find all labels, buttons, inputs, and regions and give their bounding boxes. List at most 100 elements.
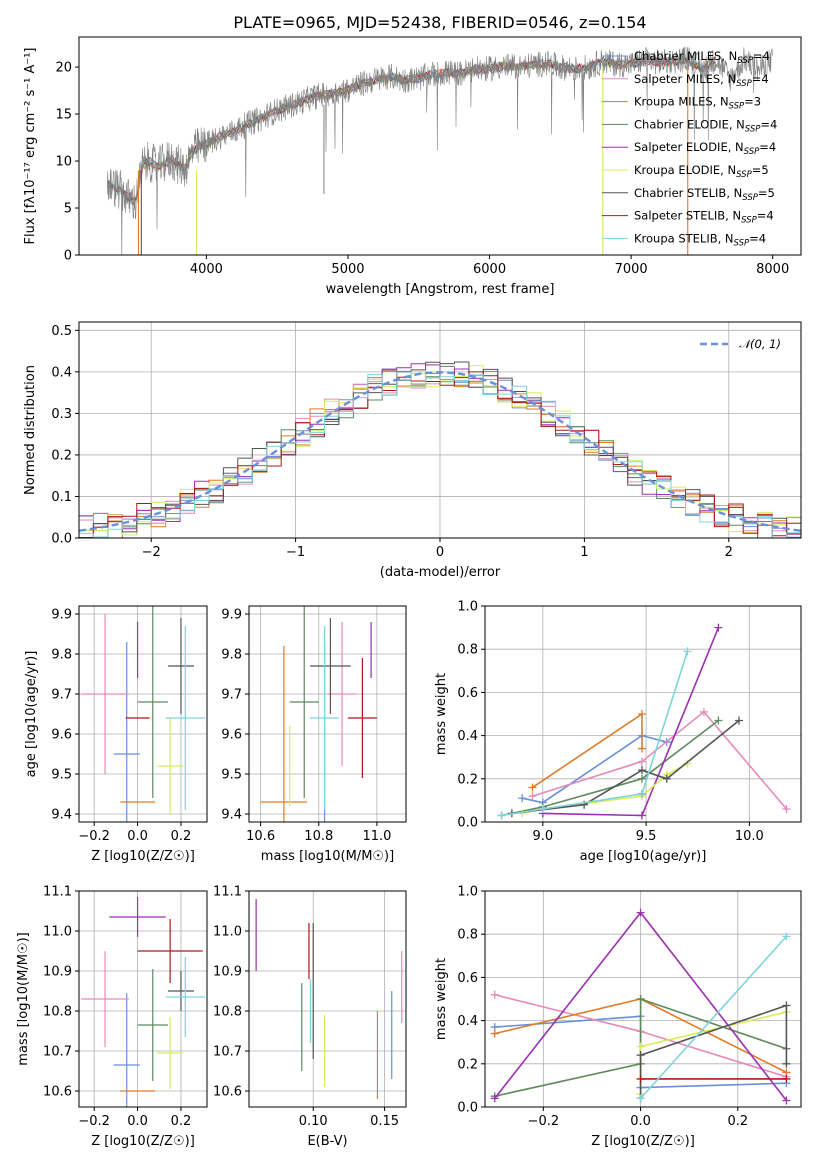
- spectrum-legend: Chabrier MILES, NSSP=4 Salpeter MILES, NS…: [602, 49, 777, 248]
- y-tick-label: 9.7: [221, 688, 242, 703]
- y-tick-label: 10.8: [213, 1005, 242, 1020]
- axes-frame: [248, 605, 407, 823]
- mass-weight-marker: [528, 783, 537, 792]
- axes-decoration: 4000 5000 6000 7000 8000 0 5 10 15 20 wavelength […: [23, 36, 802, 297]
- mass-weight-marker: [637, 744, 646, 753]
- y-tick-label: 10.9: [213, 965, 242, 980]
- normal-reference-curve: [79, 371, 801, 532]
- x-tick-label: 0.2: [171, 829, 192, 844]
- legend-entry-label: Kroupa ELODIE, NSSP=5: [634, 163, 769, 180]
- x-tick-label: −1: [286, 545, 305, 560]
- axes-decoration: −0.2 0.0 0.2 9.4 9.5 9.6 9.7 9.8 9.9 Z [log10(Z/Z…: [24, 605, 208, 864]
- mass-weight-marker: [518, 794, 527, 803]
- mass-weight-vs-metallicity-panel: −0.2 0.0 0.2 0.0 0.2 0.4 0.6 0.8 1.0 Z [log10(Z/Z…: [434, 885, 802, 1149]
- y-axis-label: Flux [fλ10⁻¹⁷ erg cm⁻² s⁻¹ A⁻¹]: [23, 48, 38, 245]
- mass-weight-marker: [637, 710, 646, 718]
- y-tick-label: 10.8: [43, 1005, 72, 1020]
- y-tick-label: 0.2: [457, 772, 478, 787]
- residual-histogram-step: [79, 371, 801, 538]
- mass-weight-marker: [490, 990, 499, 999]
- y-tick-label: 11.1: [213, 885, 242, 900]
- axes-frame: [484, 890, 802, 1108]
- x-tick-label: −0.2: [78, 1114, 110, 1129]
- legend-entry-label: Salpeter MILES, NSSP=4: [634, 72, 769, 89]
- x-tick-label: 0.0: [630, 1114, 651, 1129]
- x-axis-label: E(B-V): [307, 1134, 347, 1149]
- mass-weight-marker: [782, 1059, 791, 1068]
- y-tick-label: 0.6: [457, 686, 478, 701]
- x-tick-label: 0.2: [727, 1114, 748, 1129]
- y-tick-label: 0.4: [51, 365, 72, 380]
- legend-entry-label: Salpeter STELIB, NSSP=4: [634, 209, 774, 226]
- mass-weight-marker: [714, 623, 723, 632]
- plot-area: [81, 897, 205, 1107]
- y-tick-label: 0.8: [457, 643, 478, 658]
- x-tick-label: 1: [580, 545, 588, 560]
- x-tick-label: −0.2: [528, 1114, 560, 1129]
- mass-weight-vs-age-panel: 9.0 9.5 10.0 0.0 0.2 0.4 0.6 0.8 1.0 age [log10(a…: [434, 600, 802, 864]
- mass-weight-marker: [497, 811, 506, 820]
- legend-entry-label: Kroupa STELIB, NSSP=4: [634, 231, 766, 248]
- y-tick-label: 11.0: [213, 925, 242, 940]
- y-tick-label: 9.8: [221, 648, 242, 663]
- y-tick-label: 0.6: [457, 971, 478, 986]
- plot-area: [497, 623, 791, 820]
- y-axis-label: mass weight: [434, 958, 449, 1040]
- data-spectrum-line: [107, 46, 773, 255]
- y-tick-label: 9.4: [51, 808, 72, 823]
- y-tick-label: 0.0: [51, 532, 72, 547]
- x-tick-label: 5000: [331, 262, 364, 277]
- y-tick-label: 0.2: [51, 448, 72, 463]
- x-tick-label: 7000: [615, 262, 648, 277]
- y-tick-label: 0.4: [457, 1014, 478, 1029]
- y-tick-label: 9.8: [51, 648, 72, 663]
- x-tick-label: 9.0: [532, 829, 553, 844]
- y-tick-label: 11.1: [43, 885, 72, 900]
- x-axis-label: mass [log10(M/M☉)]: [261, 849, 394, 864]
- mass-weight-line: [532, 712, 643, 789]
- plot-area: [490, 908, 791, 1105]
- residual-histogram-step: [79, 371, 801, 538]
- y-tick-label: 9.5: [51, 768, 72, 783]
- mass-weight-marker: [490, 1029, 499, 1038]
- mass-weight-marker: [782, 1096, 791, 1105]
- x-tick-label: 0.0: [127, 829, 148, 844]
- y-tick-label: 1.0: [457, 885, 478, 900]
- axes-decoration: 9.0 9.5 10.0 0.0 0.2 0.4 0.6 0.8 1.0 age [log10(a…: [434, 600, 802, 864]
- x-axis-label: Z [log10(Z/Z☉)]: [591, 1134, 695, 1149]
- legend-entry-label: Kroupa MILES, NSSP=3: [634, 95, 761, 112]
- mass-weight-marker: [714, 716, 723, 725]
- mass-weight-marker: [490, 1094, 499, 1103]
- y-tick-label: 0.4: [457, 729, 478, 744]
- axes-decoration: −0.2 0.0 0.2 0.0 0.2 0.4 0.6 0.8 1.0 Z [log10(Z/Z…: [434, 885, 802, 1149]
- y-tick-label: 10: [55, 155, 72, 170]
- x-tick-label: −2: [142, 545, 161, 560]
- x-tick-label: 0.15: [370, 1114, 399, 1129]
- legend-entry-label: Chabrier MILES, NSSP=4: [634, 49, 770, 66]
- y-tick-label: 9.5: [221, 768, 242, 783]
- y-tick-label: 0.5: [51, 324, 72, 339]
- axes-decoration: −2 −1 0 1 2 0.0 0.1 0.2 0.3 0.4 0.5 (data-model)/er…: [23, 321, 802, 580]
- mass-weight-marker: [699, 707, 708, 716]
- mass-weight-marker: [636, 1074, 645, 1083]
- x-tick-label: 9.5: [636, 829, 657, 844]
- plot-area: [260, 606, 377, 822]
- x-tick-label: 0: [436, 545, 444, 560]
- mass-weight-marker: [636, 1094, 645, 1103]
- y-tick-label: 0.1: [51, 490, 72, 505]
- y-tick-label: 0.0: [457, 1101, 478, 1116]
- mass-weight-marker: [636, 1051, 645, 1060]
- mass-weight-line: [494, 997, 787, 1097]
- x-tick-label: 0.2: [171, 1114, 192, 1129]
- x-tick-label: 11.0: [362, 829, 391, 844]
- legend-entry-label: 𝒩(0, 1): [739, 337, 781, 351]
- mass-weight-line: [522, 734, 668, 804]
- y-tick-label: 10.7: [43, 1045, 72, 1060]
- y-tick-label: 9.7: [51, 688, 72, 703]
- y-tick-label: 15: [55, 108, 72, 123]
- mass-weight-marker: [637, 789, 646, 798]
- axes-decoration: 0.10 0.15 10.6 10.7 10.8 10.9 11.0 11.1 E(B-V): [213, 885, 407, 1149]
- x-tick-label: 8000: [756, 262, 789, 277]
- y-tick-label: 0.3: [51, 407, 72, 422]
- plot-area: [255, 899, 403, 1099]
